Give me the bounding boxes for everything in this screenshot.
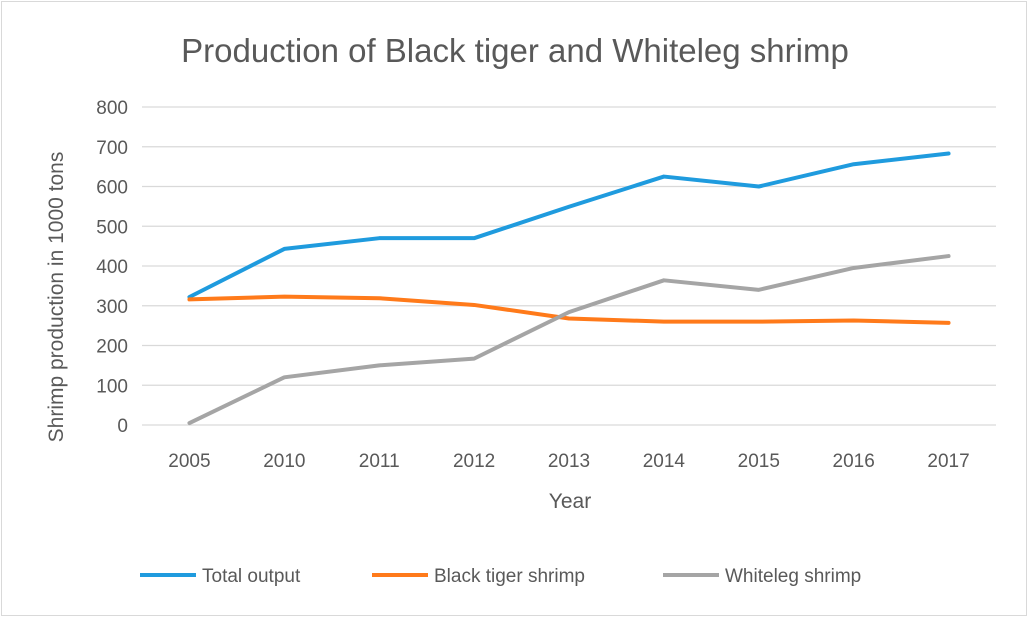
x-axis-label: Year <box>549 490 591 513</box>
x-tick-label: 2013 <box>548 451 590 472</box>
x-tick-label: 2014 <box>643 451 686 472</box>
x-tick-label: 2017 <box>927 451 969 472</box>
x-tick-label: 2005 <box>168 451 210 472</box>
legend-label: Total output <box>202 566 301 587</box>
y-tick-label: 0 <box>117 416 128 437</box>
y-tick-label: 200 <box>96 337 128 358</box>
series-line-whiteleg-shrimp <box>187 254 951 426</box>
legend-label: Black tiger shrimp <box>434 566 585 587</box>
series-line-black-tiger-shrimp <box>187 294 951 325</box>
x-tick-label: 2015 <box>738 451 780 472</box>
y-tick-label: 600 <box>96 178 128 199</box>
y-tick-label: 300 <box>96 297 128 318</box>
y-tick-label: 400 <box>96 257 128 278</box>
y-tick-label: 700 <box>96 138 128 159</box>
chart-title: Production of Black tiger and Whiteleg s… <box>181 32 849 69</box>
series-line-total-output <box>187 151 951 300</box>
x-tick-label: 2010 <box>263 451 305 472</box>
x-tick-label: 2012 <box>453 451 495 472</box>
legend-label: Whiteleg shrimp <box>725 566 861 587</box>
y-axis-label: Shrimp production in 1000 tons <box>45 152 68 443</box>
y-tick-label: 500 <box>96 217 128 238</box>
x-tick-label: 2011 <box>359 451 400 472</box>
y-tick-label: 100 <box>96 376 128 397</box>
x-tick-label: 2016 <box>833 451 875 472</box>
y-tick-label: 800 <box>96 98 128 119</box>
legend: Total output Black tiger shrimp Whiteleg s… <box>140 566 861 587</box>
